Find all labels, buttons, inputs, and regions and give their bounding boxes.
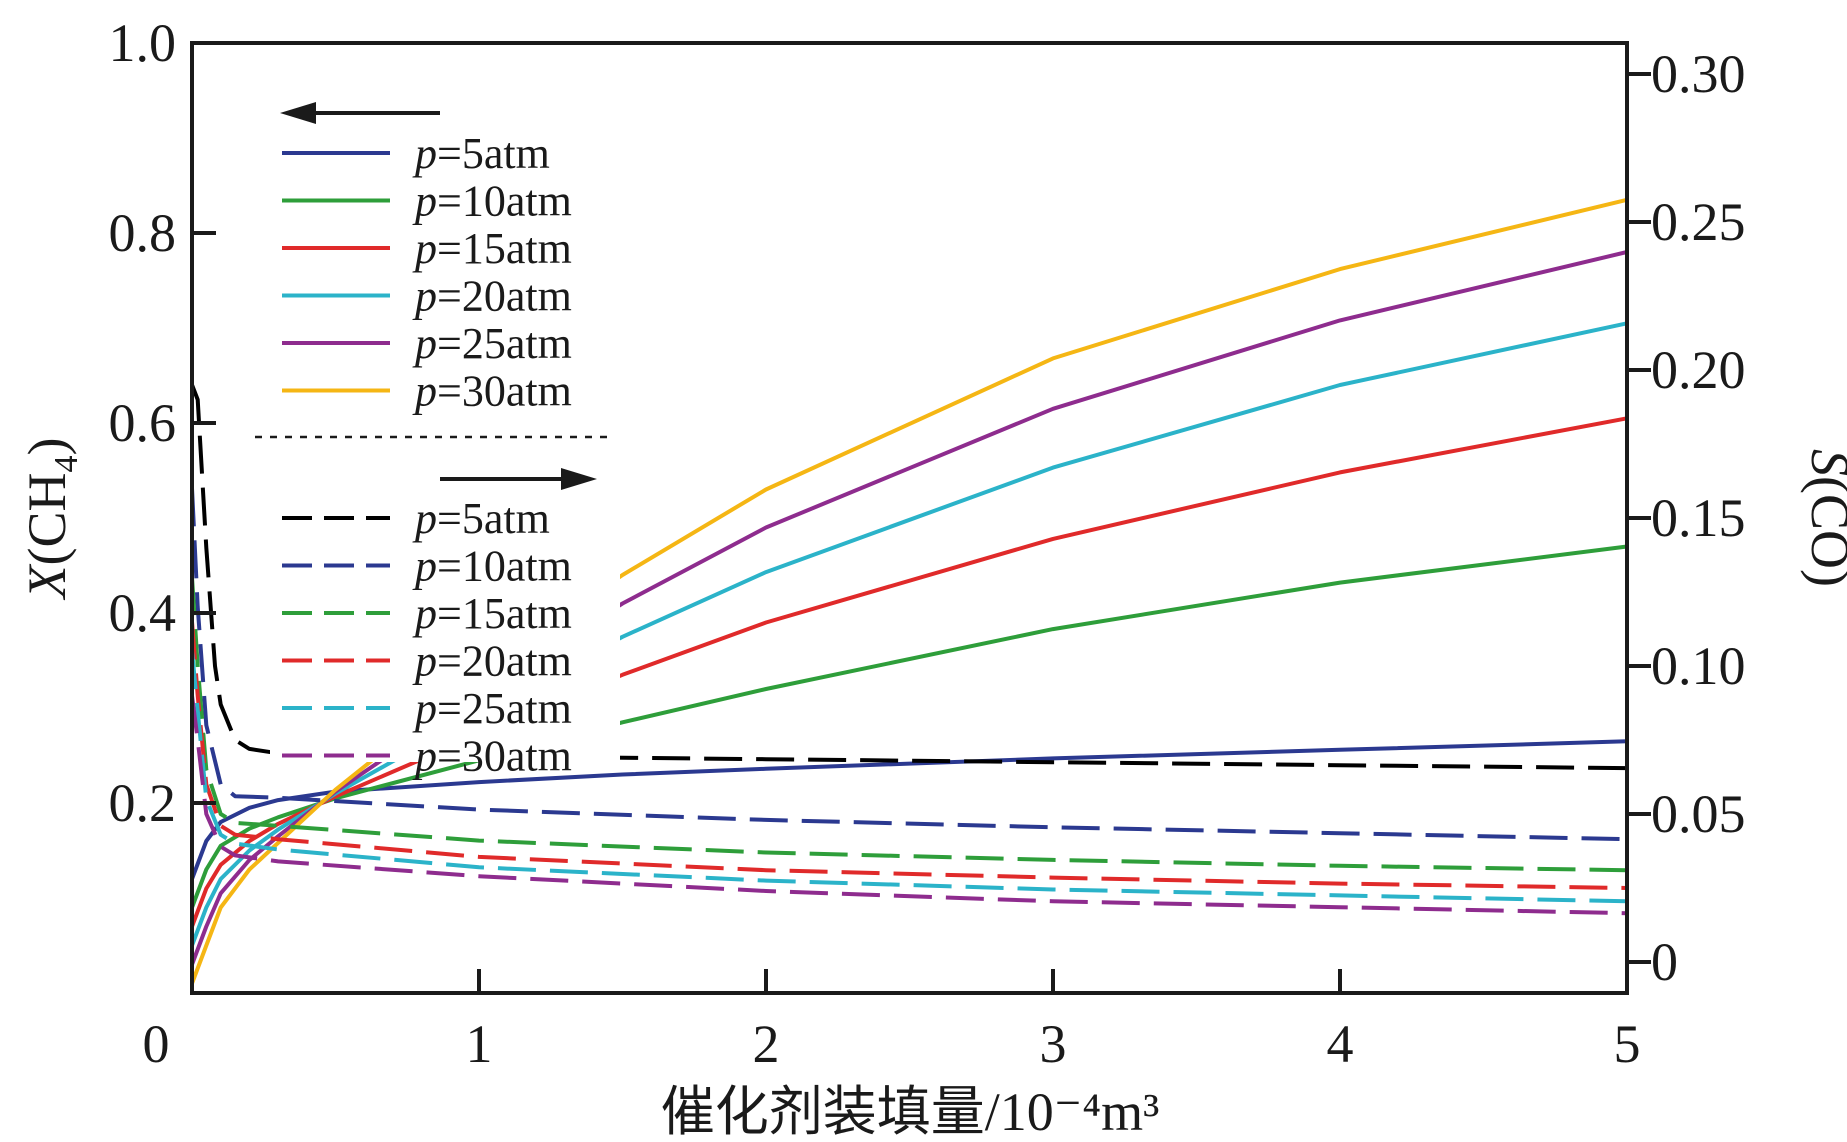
- legend: p=5atmp=10atmp=15atmp=20atmp=25atmp=30at…: [255, 102, 610, 781]
- legend-label-rest: =20atm: [437, 637, 572, 686]
- x-tick-label: 3: [1040, 1014, 1067, 1074]
- series-line-right-8: [190, 488, 1628, 842]
- y-right-tick-label: 0.20: [1651, 340, 1746, 400]
- y-right-tick-label: 0: [1651, 932, 1678, 992]
- legend-label-rest: =25atm: [437, 319, 572, 368]
- y-left-title-close: ): [17, 438, 77, 456]
- y-right-tick-label: 0.10: [1651, 636, 1746, 696]
- y-left-tick-label: 1.0: [109, 13, 177, 73]
- series-line-right-12: [190, 695, 1628, 916]
- y-left-tick-label: 0.6: [109, 393, 177, 453]
- legend-label-var: p: [412, 589, 437, 638]
- x-tick-label: 2: [753, 1014, 780, 1074]
- y-right-title-rest: (CO): [1800, 476, 1847, 587]
- legend-label-rest: =30atm: [437, 732, 572, 781]
- y-left-title-rest: (CH: [17, 472, 77, 565]
- legend-label-var: p: [412, 319, 437, 368]
- legend-label-right: p=5atm: [412, 494, 550, 543]
- legend-label-rest: =5atm: [437, 129, 550, 178]
- axes: 0 1 2 3 4 5 0.2 0.4 0.6 0.8 1.0 0 0.05 0.10 0.15 0.20 0.…: [109, 13, 1746, 1074]
- y-left-title-sub: 4: [48, 455, 85, 472]
- series-line-right-7: [190, 384, 1628, 771]
- y-left-tick-label: 0.8: [109, 203, 177, 263]
- x-tick-label: 1: [466, 1014, 493, 1074]
- legend-label-right: p=15atm: [412, 589, 572, 638]
- series-line-left-2: [190, 544, 1628, 909]
- x-axis-title: 催化剂装填量/10⁻⁴m³: [661, 1082, 1160, 1142]
- legend-label-right: p=25atm: [412, 684, 572, 733]
- legend-label-rest: =15atm: [437, 224, 572, 273]
- y-right-title-var: S: [1800, 449, 1847, 476]
- legend-label-left: p=20atm: [412, 272, 572, 321]
- legend-label-var: p: [412, 732, 437, 781]
- y-right-axis-title: S(CO): [1800, 449, 1847, 587]
- legend-label-rest: =25atm: [437, 684, 572, 733]
- legend-label-left: p=10atm: [412, 177, 572, 226]
- series-line-right-11: [190, 651, 1628, 904]
- legend-label-left: p=30atm: [412, 367, 572, 416]
- legend-label-var: p: [412, 494, 437, 543]
- y-left-title-var: X: [17, 563, 77, 600]
- y-left-tick-label: 0.2: [109, 773, 177, 833]
- legend-label-var: p: [412, 177, 437, 226]
- legend-label-rest: =20atm: [437, 272, 572, 321]
- legend-label-var: p: [412, 129, 437, 178]
- legend-label-right: p=20atm: [412, 637, 572, 686]
- legend-label-var: p: [412, 272, 437, 321]
- x-tick-label: 0: [143, 1014, 170, 1074]
- legend-label-rest: =10atm: [437, 177, 572, 226]
- legend-right-arrow-head: [561, 468, 597, 490]
- y-left-axis-title: X(CH4): [17, 438, 85, 601]
- legend-label-var: p: [412, 684, 437, 733]
- y-right-tick-label: 0.25: [1651, 192, 1746, 252]
- legend-label-rest: =15atm: [437, 589, 572, 638]
- x-tick-label: 4: [1327, 1014, 1354, 1074]
- series-line-left-3: [190, 416, 1628, 928]
- legend-label-var: p: [412, 637, 437, 686]
- legend-label-left: p=15atm: [412, 224, 572, 273]
- legend-label-rest: =30atm: [437, 367, 572, 416]
- legend-label-left: p=25atm: [412, 319, 572, 368]
- legend-left-arrow-head: [280, 102, 316, 124]
- y-right-tick-label: 0.05: [1651, 784, 1746, 844]
- y-left-tick-label: 0.4: [109, 583, 177, 643]
- legend-label-right: p=30atm: [412, 732, 572, 781]
- y-right-tick-label: 0.15: [1651, 488, 1746, 548]
- legend-background: [270, 82, 620, 762]
- legend-label-var: p: [412, 367, 437, 416]
- legend-label-rest: =5atm: [437, 494, 550, 543]
- x-tick-label: 5: [1614, 1014, 1641, 1074]
- legend-label-left: p=5atm: [412, 129, 550, 178]
- legend-label-right: p=10atm: [412, 542, 572, 591]
- legend-label-var: p: [412, 224, 437, 273]
- y-right-tick-label: 0.30: [1651, 44, 1746, 104]
- legend-label-rest: =10atm: [437, 542, 572, 591]
- legend-label-var: p: [412, 542, 437, 591]
